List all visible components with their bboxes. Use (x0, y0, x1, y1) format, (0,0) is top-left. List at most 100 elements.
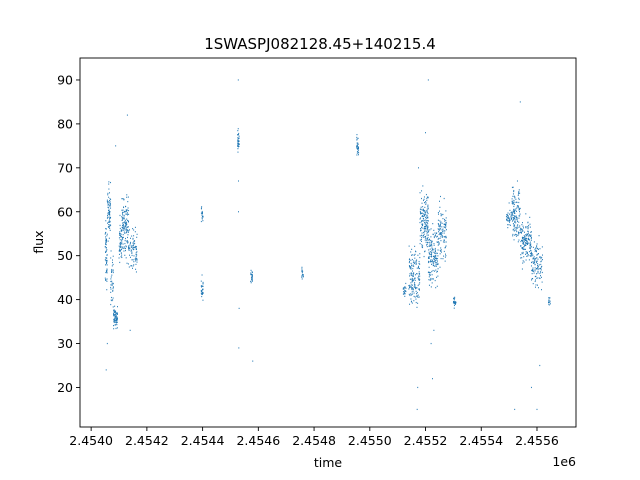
data-point (518, 233, 520, 235)
data-point (251, 273, 253, 276)
data-point (116, 312, 118, 314)
data-point (445, 241, 447, 243)
data-point (409, 284, 411, 286)
data-point (431, 282, 433, 284)
data-point (409, 287, 410, 289)
data-point (537, 284, 538, 286)
data-point (531, 279, 532, 281)
data-point (237, 142, 239, 144)
data-point (425, 238, 427, 240)
data-point (128, 245, 130, 247)
data-point (530, 265, 532, 267)
data-point (434, 256, 436, 259)
data-point (539, 277, 541, 280)
data-point (115, 322, 117, 324)
data-points (104, 79, 551, 411)
data-point (112, 288, 114, 290)
data-point (435, 269, 437, 271)
data-point (418, 266, 419, 268)
data-point (520, 245, 522, 247)
data-point (109, 224, 111, 226)
data-point (522, 239, 524, 241)
data-point (105, 243, 107, 245)
data-point (431, 263, 432, 265)
data-point (422, 245, 424, 247)
data-point (428, 276, 430, 278)
data-point (419, 221, 421, 224)
data-point (411, 300, 412, 302)
data-point (109, 205, 111, 207)
data-point (522, 248, 524, 250)
data-point (438, 210, 440, 212)
data-point (106, 271, 107, 273)
data-point (433, 264, 435, 266)
data-point (532, 277, 534, 280)
data-point (109, 211, 111, 213)
data-point (114, 321, 116, 323)
data-point (122, 217, 124, 219)
y-tick-label: 30 (57, 336, 73, 351)
data-point (530, 252, 532, 254)
data-point (418, 262, 420, 265)
data-point (410, 259, 412, 261)
data-point (429, 261, 431, 263)
data-point (420, 217, 422, 219)
data-point (201, 212, 203, 214)
data-point (514, 220, 516, 222)
data-point (237, 130, 239, 132)
data-point (514, 408, 516, 411)
data-point (127, 196, 129, 198)
data-point (119, 224, 121, 227)
data-point (127, 226, 129, 228)
data-point (413, 283, 415, 285)
data-point (421, 215, 423, 217)
data-point (105, 260, 107, 262)
data-point (536, 408, 538, 411)
data-point (426, 239, 428, 241)
data-point (424, 226, 426, 228)
data-point (537, 268, 539, 271)
data-point (112, 299, 114, 301)
data-point (201, 290, 203, 292)
data-point (109, 202, 111, 204)
data-point (536, 243, 538, 245)
data-point (526, 241, 528, 243)
data-point (521, 252, 523, 254)
data-point (524, 244, 526, 246)
data-point (518, 232, 520, 234)
data-point (303, 275, 304, 277)
data-point (134, 226, 136, 229)
data-point (115, 312, 117, 314)
data-point (432, 269, 434, 272)
data-point (526, 252, 528, 255)
data-point (108, 205, 110, 207)
data-point (427, 225, 429, 227)
data-point (109, 213, 110, 215)
data-point (519, 213, 521, 215)
data-point (419, 218, 421, 220)
x-axis: 2.4540 2.4542 2.4544 2.4546 2.4548 2.4550 2.45… (69, 427, 559, 448)
data-point (120, 243, 122, 245)
data-point (426, 245, 428, 248)
data-point (413, 300, 415, 302)
data-point (425, 219, 427, 221)
data-point (132, 242, 134, 244)
data-point (115, 316, 117, 318)
data-point (356, 147, 358, 149)
data-point (542, 259, 543, 261)
data-point (202, 299, 204, 301)
data-point (522, 247, 524, 249)
data-point (436, 236, 438, 238)
data-point (426, 225, 428, 227)
data-point (113, 328, 115, 330)
data-point (127, 231, 129, 234)
data-point (114, 324, 116, 326)
data-point (445, 227, 447, 229)
data-point (429, 253, 430, 255)
data-point (356, 142, 358, 144)
data-point (419, 278, 421, 281)
data-point (539, 268, 541, 270)
data-point (532, 260, 534, 263)
data-point (513, 239, 515, 241)
data-point (434, 260, 436, 262)
